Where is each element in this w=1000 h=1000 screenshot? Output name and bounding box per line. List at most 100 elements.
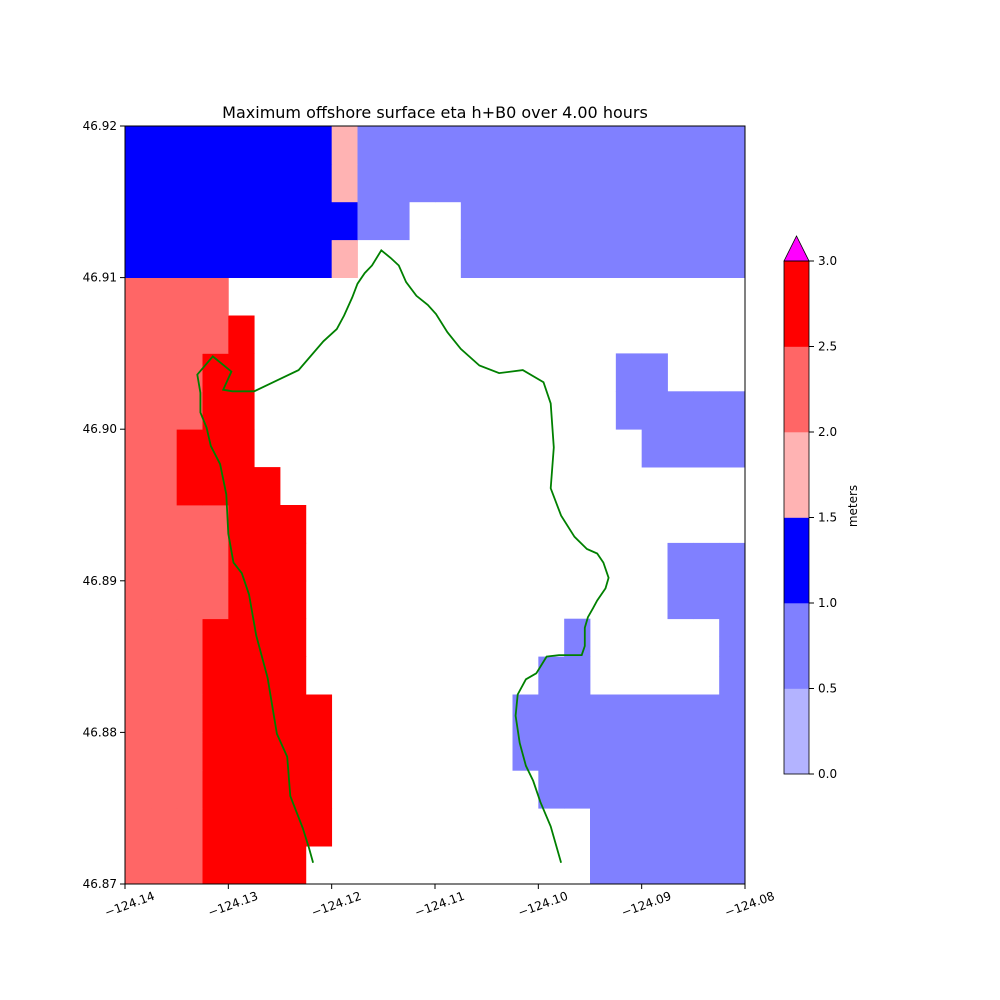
heatmap-cell xyxy=(305,239,333,278)
heatmap-cell xyxy=(228,694,255,733)
y-tick-label: 46.91 xyxy=(83,271,117,285)
heatmap-cell xyxy=(667,429,694,468)
heatmap-cell xyxy=(280,239,307,278)
colorbar-band xyxy=(784,261,809,347)
heatmap-cell xyxy=(150,126,178,165)
heatmap-cell xyxy=(357,201,384,241)
heatmap-cell xyxy=(228,126,255,165)
heatmap-cell xyxy=(615,126,643,165)
heatmap-cell xyxy=(719,808,745,847)
heatmap-cell xyxy=(331,163,358,203)
colorbar-tick-label: 0.0 xyxy=(818,767,837,781)
heatmap-cell xyxy=(693,694,720,733)
heatmap-cell xyxy=(254,846,281,884)
heatmap-cell xyxy=(719,618,745,657)
heatmap-cell xyxy=(667,391,694,430)
heatmap-cell xyxy=(719,694,745,733)
y-tick-label: 46.87 xyxy=(83,877,117,891)
heatmap-cell xyxy=(719,732,745,771)
heatmap-cell xyxy=(590,239,617,278)
heatmap-cell xyxy=(719,580,745,620)
heatmap-cell xyxy=(719,846,745,884)
heatmap-cell xyxy=(693,770,720,809)
heatmap-cell xyxy=(305,201,333,241)
heatmap-cell xyxy=(641,201,668,241)
heatmap-cell xyxy=(460,239,488,278)
heatmap-cell xyxy=(564,201,591,241)
heatmap-cell xyxy=(125,542,152,582)
heatmap-cell xyxy=(176,770,203,809)
heatmap-cell xyxy=(538,694,565,733)
heatmap-cell xyxy=(176,429,203,468)
heatmap-cell xyxy=(228,656,255,695)
heatmap-cell xyxy=(228,846,255,884)
heatmap-cell xyxy=(641,163,668,203)
heatmap-cell xyxy=(590,732,617,771)
heatmap-cell xyxy=(228,542,255,582)
heatmap-cell xyxy=(202,808,229,847)
heatmap-cell xyxy=(280,580,307,620)
heatmap-cell xyxy=(150,467,178,506)
heatmap-cell xyxy=(150,732,178,771)
heatmap-cell xyxy=(125,580,152,620)
heatmap-cell xyxy=(641,846,668,884)
heatmap-cell xyxy=(228,429,255,468)
heatmap-cell xyxy=(409,163,436,203)
heatmap-cell xyxy=(641,353,668,392)
heatmap-cell xyxy=(305,126,333,165)
heatmap-cell xyxy=(615,770,643,809)
heatmap-cell xyxy=(667,808,694,847)
heatmap-cell xyxy=(228,770,255,809)
heatmap-cell xyxy=(667,126,694,165)
heatmap-cell xyxy=(693,163,720,203)
coastline-series xyxy=(196,248,610,864)
heatmap-cell xyxy=(280,618,307,657)
heatmap-cell xyxy=(280,201,307,241)
heatmap-cell xyxy=(202,618,229,657)
colorbar-tick-label: 3.0 xyxy=(818,254,837,268)
heatmap-cell xyxy=(202,391,229,430)
heatmap-cell xyxy=(125,353,152,392)
heatmap-cell xyxy=(202,201,229,241)
heatmap-cell xyxy=(486,201,513,241)
heatmap-cell xyxy=(202,429,229,468)
heatmap-cell xyxy=(590,126,617,165)
heatmap-cell xyxy=(719,542,745,582)
colorbar-ticks: 0.0 0.5 1.0 1.5 2.0 2.5 3.0 xyxy=(809,254,837,781)
heatmap-cell xyxy=(150,429,178,468)
heatmap-cell xyxy=(305,694,333,733)
colorbar-band xyxy=(784,603,809,689)
heatmap-cell xyxy=(254,770,281,809)
heatmap-cell xyxy=(667,239,694,278)
heatmap-cell xyxy=(176,694,203,733)
y-tick-label: 46.90 xyxy=(83,422,117,436)
heatmap-cell xyxy=(125,315,152,354)
heatmap-cell xyxy=(538,126,565,165)
heatmap-cell xyxy=(176,391,203,430)
colorbar-label: meters xyxy=(846,485,860,527)
heatmap-cell xyxy=(719,201,745,241)
heatmap-cell xyxy=(125,656,152,695)
heatmap-cell xyxy=(564,694,591,733)
heatmap-cell xyxy=(176,126,203,165)
heatmap-cell xyxy=(202,694,229,733)
heatmap-cell xyxy=(254,542,281,582)
heatmap-cell xyxy=(202,846,229,884)
heatmap-cell xyxy=(202,542,229,582)
heatmap-cell xyxy=(254,201,281,241)
heatmap-cell xyxy=(486,126,513,165)
heatmap-cell xyxy=(590,201,617,241)
heatmap-cell xyxy=(228,618,255,657)
heatmap-cell xyxy=(693,580,720,620)
heatmap-cell xyxy=(693,429,720,468)
heatmap-cell xyxy=(615,353,643,392)
heatmap-cells xyxy=(125,126,745,884)
heatmap-cell xyxy=(641,694,668,733)
heatmap-cell xyxy=(460,163,488,203)
heatmap-cell xyxy=(228,391,255,430)
heatmap-cell xyxy=(254,580,281,620)
heatmap-cell xyxy=(150,315,178,354)
heatmap-cell xyxy=(383,126,410,165)
heatmap-cell xyxy=(202,163,229,203)
